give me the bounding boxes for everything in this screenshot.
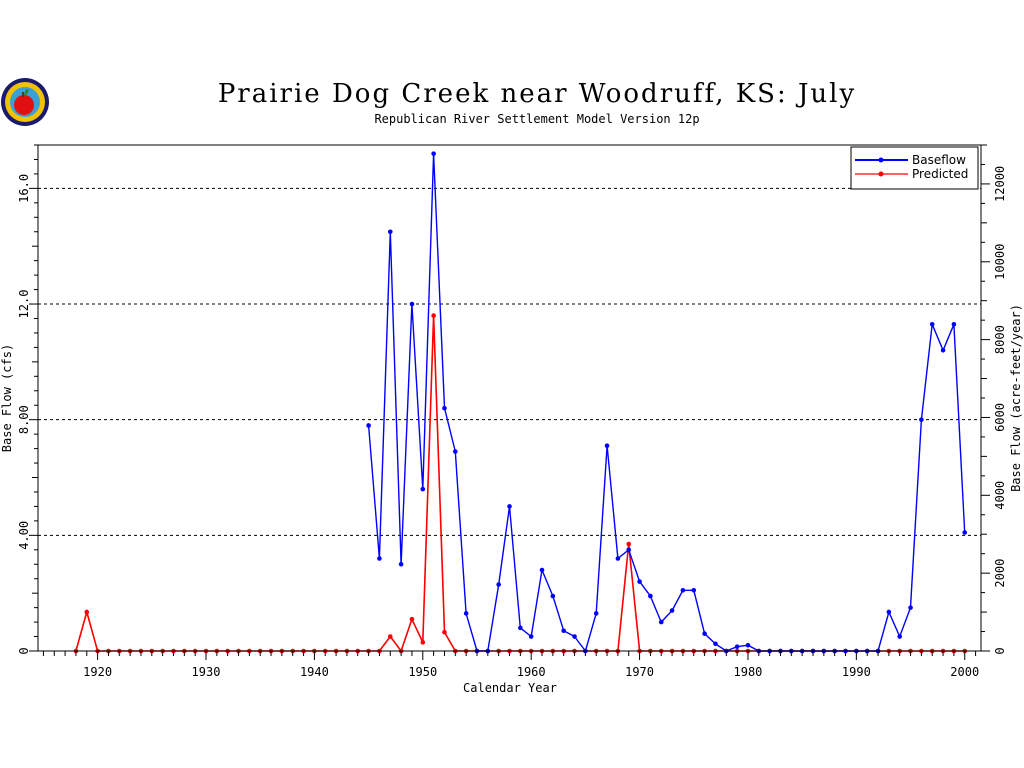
data-point-baseflow	[713, 641, 718, 647]
x-tick-label: 1990	[842, 665, 871, 679]
data-point-baseflow	[940, 347, 946, 353]
y-tick-label: 4.00	[17, 521, 31, 550]
y2-tick-label: 0	[993, 647, 1007, 654]
data-point-baseflow	[919, 417, 924, 422]
data-point-baseflow	[528, 634, 534, 639]
data-point-predicted	[431, 313, 436, 318]
data-point-baseflow	[897, 634, 903, 639]
data-point-baseflow	[442, 405, 447, 411]
data-point-baseflow	[908, 605, 913, 610]
data-point-baseflow	[929, 321, 935, 327]
data-point-predicted	[442, 629, 447, 635]
data-point-baseflow	[637, 579, 642, 584]
data-point-baseflow	[431, 151, 436, 156]
y2-axis-ticks: 0 2000 4000 6000 8000 10000 12000	[981, 144, 1007, 655]
x-axis-ticks: 1920 1930 1940 1950 1960 1970 1980 1990 2000	[42, 651, 979, 679]
series-line-predicted	[75, 314, 965, 652]
data-point-predicted	[420, 640, 426, 645]
x-tick-label: 1940	[300, 665, 329, 679]
data-point-baseflow	[886, 609, 892, 615]
data-point-baseflow	[539, 567, 545, 573]
y-tick-label: 12.0	[17, 290, 31, 319]
x-axis-label: Calendar Year	[463, 681, 557, 695]
data-point-baseflow	[550, 593, 556, 599]
y-tick-label: 0	[17, 647, 31, 654]
plot-frame	[37, 144, 982, 652]
y2-tick-label: 10000	[993, 244, 1007, 280]
legend-label-predicted: Predicted	[912, 167, 968, 181]
agency-logo-icon	[1, 78, 49, 126]
data-point-baseflow	[377, 556, 382, 561]
chart-title: Prairie Dog Creek near Woodruff, KS: Jul…	[218, 79, 856, 109]
y2-tick-label: 8000	[993, 325, 1007, 354]
y-axis-label: Base Flow (cfs)	[0, 344, 14, 452]
data-point-baseflow	[745, 642, 751, 648]
data-point-baseflow	[648, 593, 653, 599]
series-line-baseflow	[367, 152, 966, 652]
data-point-baseflow	[398, 561, 404, 567]
y2-axis-label: Base Flow (acre-feet/year)	[1009, 304, 1023, 492]
data-point-baseflow	[626, 547, 632, 553]
legend-marker-baseflow	[878, 157, 884, 163]
data-point-baseflow	[366, 423, 371, 428]
data-point-predicted	[626, 541, 632, 547]
data-point-baseflow	[691, 587, 697, 593]
data-point-baseflow	[604, 443, 610, 449]
data-point-baseflow	[702, 631, 707, 636]
chart-subtitle: Republican River Settlement Model Versio…	[374, 112, 699, 126]
data-point-baseflow	[951, 321, 957, 327]
data-point-baseflow	[561, 628, 566, 634]
data-point-baseflow	[669, 608, 675, 613]
data-point-baseflow	[615, 556, 621, 561]
data-point-baseflow	[518, 625, 523, 631]
y2-tick-label: 2000	[993, 559, 1007, 588]
series-baseflow	[366, 151, 968, 654]
data-point-baseflow	[680, 587, 686, 593]
data-point-baseflow	[496, 582, 501, 587]
data-point-baseflow	[453, 449, 458, 454]
y2-tick-label: 4000	[993, 481, 1007, 510]
x-tick-label: 1930	[192, 665, 221, 679]
data-point-predicted	[387, 634, 393, 639]
series-predicted	[73, 313, 968, 654]
data-point-baseflow	[572, 634, 577, 639]
data-point-baseflow	[734, 644, 740, 649]
x-tick-label: 2000	[950, 665, 979, 679]
data-point-baseflow	[463, 611, 469, 616]
y-tick-label: 16.0	[17, 174, 31, 203]
y2-tick-label: 12000	[993, 166, 1007, 202]
data-point-baseflow	[507, 504, 512, 509]
data-point-predicted	[84, 609, 90, 615]
legend-marker-predicted	[878, 171, 884, 177]
data-point-baseflow	[409, 301, 415, 307]
data-point-baseflow	[962, 530, 968, 535]
legend-box	[850, 146, 979, 190]
y-tick-label: 8.00	[17, 405, 31, 434]
y-axis-ticks: 0 4.00 8.00 12.0 16.0	[17, 144, 38, 655]
x-tick-label: 1920	[83, 665, 112, 679]
x-tick-label: 1980	[734, 665, 763, 679]
grid-lines	[38, 187, 981, 536]
x-tick-label: 1960	[517, 665, 546, 679]
x-tick-label: 1970	[625, 665, 654, 679]
data-point-baseflow	[420, 486, 426, 492]
data-point-predicted	[409, 616, 415, 622]
y2-tick-label: 6000	[993, 403, 1007, 432]
legend: Baseflow Predicted	[850, 146, 979, 190]
data-point-baseflow	[593, 611, 599, 616]
data-point-baseflow	[658, 619, 664, 625]
legend-label-baseflow: Baseflow	[912, 153, 966, 167]
data-point-baseflow	[387, 229, 393, 235]
x-tick-label: 1950	[408, 665, 437, 679]
